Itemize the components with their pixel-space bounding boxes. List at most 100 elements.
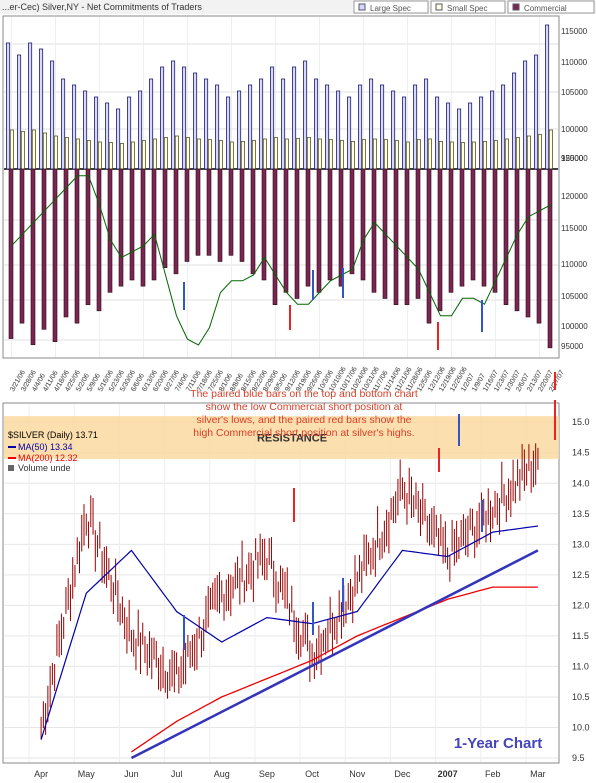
commercial-bar [85, 168, 91, 305]
small-spec-bar [185, 137, 190, 170]
small-spec-bar [97, 141, 102, 170]
legend-ma200: MA(200) 12.32 [18, 453, 78, 463]
commercial-bar [8, 168, 14, 339]
top-plot-frame [2, 15, 560, 359]
small-spec-bar [493, 140, 498, 170]
large-spec-bar [501, 84, 506, 170]
y-tick-label: 9.5 [572, 753, 585, 763]
ma200-line [131, 586, 538, 753]
x-tick-label: Sep [259, 769, 275, 779]
large-spec-bar [259, 78, 264, 170]
small-spec-bar [9, 129, 14, 170]
large-spec-bar [468, 102, 473, 170]
large-spec-bar [116, 108, 121, 170]
small-spec-bar [64, 137, 69, 170]
commercial-bar [349, 168, 355, 275]
large-spec-bar [545, 24, 550, 170]
top-y-tick: 100000 [561, 322, 588, 331]
large-spec-bar [369, 78, 374, 170]
large-spec-bar [292, 66, 297, 170]
large-spec-bar [248, 84, 253, 170]
commercial-bar [41, 168, 47, 330]
commercial-bar [547, 168, 553, 349]
small-spec-bar [273, 137, 278, 170]
legend-volume: Volume unde [18, 463, 71, 473]
small-spec-bar [262, 138, 267, 170]
y-tick-label: 13.5 [572, 509, 590, 519]
cot-bars [6, 24, 553, 349]
legend-large-spec: Large Spec [370, 4, 411, 13]
small-spec-bar [31, 129, 36, 170]
commercial-bar [503, 168, 509, 305]
commercial-bar [162, 168, 168, 268]
large-spec-bar [204, 78, 209, 170]
small-spec-bar [141, 140, 146, 170]
legend-commercial: Commercial [524, 4, 567, 13]
large-spec-bar [435, 96, 440, 170]
y-tick-label: 12.5 [572, 570, 590, 580]
x-tick-label: Jul [171, 769, 183, 779]
large-spec-bar [424, 78, 429, 170]
x-tick-label: Feb [485, 769, 501, 779]
commercial-bar [305, 168, 311, 287]
large-spec-bar [182, 66, 187, 170]
small-spec-bar [350, 140, 355, 170]
large-spec-bar [160, 66, 165, 170]
net-overlay-line [11, 175, 551, 346]
small-spec-bar [53, 135, 58, 170]
x-tick-label: Mar [530, 769, 546, 779]
small-spec-bar [328, 139, 333, 170]
bottom-grid [4, 404, 558, 762]
small-spec-bar [174, 135, 179, 170]
large-spec-bar [479, 96, 484, 170]
x-tick-label: Oct [305, 769, 320, 779]
small-spec-bar [295, 137, 300, 170]
commercial-bar [283, 168, 289, 293]
large-spec-bar [61, 78, 66, 170]
large-spec-bar [28, 42, 33, 170]
small-spec-bar [152, 138, 157, 170]
commercial-bar [459, 168, 465, 287]
small-spec-bar [20, 131, 25, 170]
small-spec-bar [42, 132, 47, 170]
commercial-bar [261, 168, 267, 281]
large-spec-bar [39, 48, 44, 170]
commercial-bar [151, 168, 157, 281]
commercial-bar [250, 168, 256, 275]
small-spec-bar [394, 140, 399, 170]
commercial-bar [96, 168, 102, 312]
top-y-axis: 1150001100001050001000009500012500012000… [561, 27, 588, 351]
large-spec-bar [193, 72, 198, 170]
bottom-x-axis: Apr May Jun Jul Aug Sep Oct Nov Dec 2007 Feb Mar [34, 769, 546, 779]
large-spec-bar [523, 60, 528, 170]
commercial-bar [481, 168, 487, 287]
x-tick-label: Dec [394, 769, 411, 779]
bottom-y-axis: 15.0 14.5 14.0 13.5 13.0 12.5 12.0 11.5 11.0 10.5… [572, 417, 590, 763]
small-spec-bar [460, 142, 465, 170]
large-spec-bar [303, 60, 308, 170]
commercial-bar [239, 168, 245, 262]
small-spec-bar [251, 140, 256, 170]
x-tick-label: Jun [124, 769, 139, 779]
large-spec-bar [314, 78, 319, 170]
commercial-bar [74, 168, 80, 324]
commercial-bar [107, 168, 113, 293]
commercial-bar [272, 168, 278, 305]
y-tick-label: 10.0 [572, 722, 590, 732]
top-y-tick: 110000 [561, 58, 588, 67]
top-y-tick: 100000 [561, 125, 588, 134]
top-y-tick: 115000 [561, 224, 588, 233]
small-spec-bar [416, 139, 421, 170]
small-spec-bar [207, 139, 212, 170]
y-tick-label: 12.0 [572, 600, 590, 610]
large-spec-bar [72, 84, 77, 170]
large-spec-bar [50, 60, 55, 170]
commercial-bar [470, 168, 476, 281]
large-spec-bar [512, 72, 517, 170]
commercial-bar [360, 168, 366, 281]
large-spec-bar [149, 78, 154, 170]
commercial-bar [492, 168, 498, 293]
large-spec-bar [105, 102, 110, 170]
y-tick-label: 13.0 [572, 539, 590, 549]
top-y-tick: 125000 [561, 154, 588, 163]
